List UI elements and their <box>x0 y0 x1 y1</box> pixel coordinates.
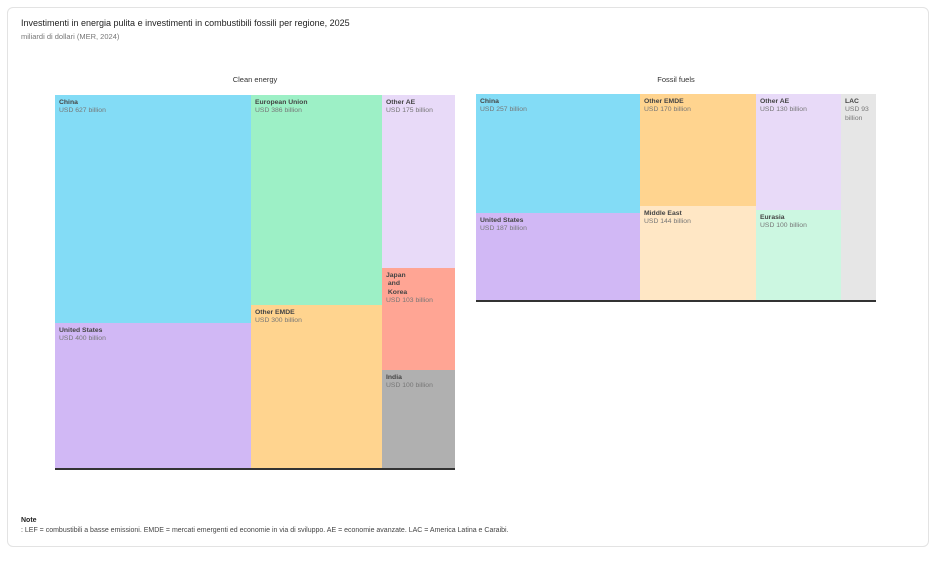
treemap-tile-eurasia[interactable]: Eurasia USD 100 billion <box>756 210 841 300</box>
note-text: : LEF = combustibili a basse emissioni. … <box>21 527 509 534</box>
note-label: Note <box>21 517 37 524</box>
treemap-tile-other-emde[interactable]: Other EMDE USD 170 billion <box>640 94 756 206</box>
treemap-tile-china[interactable]: China USD 257 billion <box>476 94 640 213</box>
tile-name: Eurasia <box>760 214 785 221</box>
treemap-tile-united-states[interactable]: United States USD 400 billion <box>55 323 251 468</box>
tile-value: USD 93 billion <box>845 106 869 122</box>
treemap-tile-other-emde[interactable]: Other EMDE USD 300 billion <box>251 305 382 468</box>
treemap-tile-lac[interactable]: LAC USD 93 billion <box>841 94 876 300</box>
tile-name: United States <box>480 217 524 224</box>
treemap-tile-japan-and-korea[interactable]: Japan and Korea USD 103 billion <box>382 268 455 370</box>
tile-name: China <box>59 99 78 106</box>
treemap-tile-middle-east[interactable]: Middle East USD 144 billion <box>640 206 756 300</box>
chart-title: Investimenti in energia pulita e investi… <box>21 18 350 28</box>
treemap-tile-other-ae[interactable]: Other AE USD 130 billion <box>756 94 841 210</box>
tile-name: Other EMDE <box>255 309 295 316</box>
tile-value: USD 400 billion <box>59 335 106 343</box>
chart-subtitle: miliardi di dollari (MER, 2024) <box>21 32 120 41</box>
tile-value: USD 300 billion <box>255 317 302 325</box>
tile-name: Middle East <box>644 210 682 217</box>
tile-value: USD 100 billion <box>760 222 807 230</box>
tile-name: Japan and Korea <box>386 272 408 296</box>
tile-value: USD 130 billion <box>760 106 807 114</box>
clean-energy-panel-title: Clean energy <box>232 75 278 84</box>
fossil-fuels-panel-title: Fossil fuels <box>657 75 695 84</box>
tile-value: USD 187 billion <box>480 225 527 233</box>
treemap-tile-china[interactable]: China USD 627 billion <box>55 95 251 323</box>
tile-name: European Union <box>255 99 308 106</box>
tile-value: USD 170 billion <box>644 106 691 114</box>
tile-value: USD 175 billion <box>386 107 433 115</box>
tile-value: USD 103 billion <box>386 297 433 305</box>
tile-name: LAC <box>845 98 859 105</box>
clean-energy-baseline <box>55 468 455 470</box>
tile-value: USD 627 billion <box>59 107 106 115</box>
tile-name: Other AE <box>760 98 790 105</box>
clean-energy-treemap: China USD 627 billion United States USD 400… <box>55 95 455 468</box>
tile-name: China <box>480 98 499 105</box>
tile-value: USD 257 billion <box>480 106 527 114</box>
treemap-tile-india[interactable]: India USD 100 billion <box>382 370 455 468</box>
tile-name: United States <box>59 327 103 334</box>
tile-name: Other EMDE <box>644 98 684 105</box>
tile-value: USD 100 billion <box>386 382 433 390</box>
treemap-tile-european-union[interactable]: European Union USD 386 billion <box>251 95 382 305</box>
tile-name: India <box>386 374 402 381</box>
tile-name: Other AE <box>386 99 416 106</box>
treemap-tile-other-ae[interactable]: Other AE USD 175 billion <box>382 95 455 268</box>
treemap-tile-united-states[interactable]: United States USD 187 billion <box>476 213 640 300</box>
tile-value: USD 386 billion <box>255 107 302 115</box>
tile-value: USD 144 billion <box>644 218 691 226</box>
fossil-fuels-treemap: China USD 257 billion United States USD 187… <box>476 94 876 300</box>
fossil-fuels-baseline <box>476 300 876 302</box>
